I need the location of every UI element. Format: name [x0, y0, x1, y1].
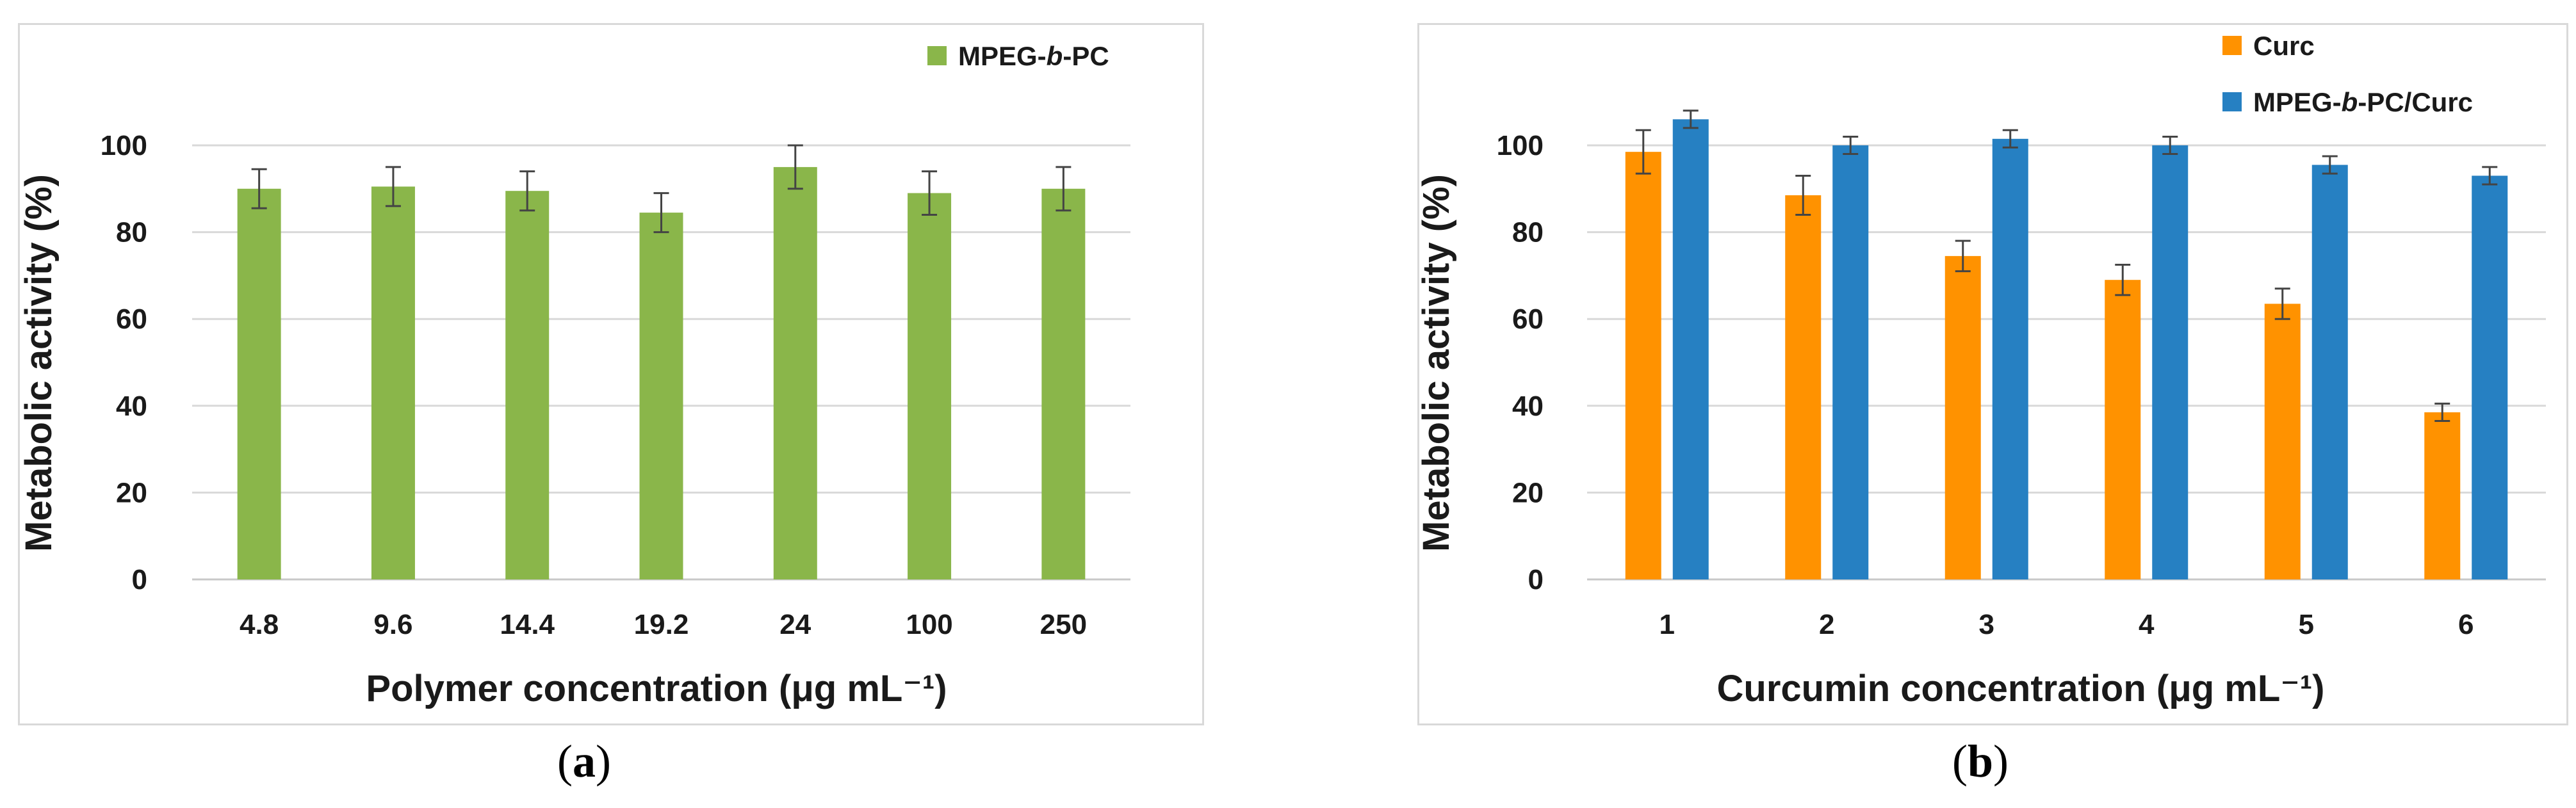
y-tick-label: 0: [132, 564, 147, 595]
y-tick-label: 0: [1528, 564, 1544, 595]
bar-curc: [1785, 195, 1822, 580]
bar-mpeg-b-pc-curc: [2472, 175, 2508, 580]
bar-mpeg-b-pc: [773, 166, 817, 579]
bar-mpeg-b-pc-curc: [2152, 145, 2189, 579]
x-tick-label: 24: [779, 609, 811, 640]
bar-mpeg-b-pc: [1041, 188, 1086, 579]
bar-mpeg-b-pc-curc: [1672, 119, 1709, 579]
y-tick-label: 60: [116, 303, 147, 335]
bar-curc: [1944, 255, 1981, 579]
x-tick-label: 1: [1659, 609, 1675, 640]
bar-curc: [2424, 412, 2461, 579]
x-tick-label: 250: [1040, 609, 1087, 640]
x-axis-title: Polymer concentration (μg mL⁻¹): [366, 668, 947, 709]
legend-label: MPEG-b-PC: [958, 41, 1109, 71]
x-tick-label: 6: [2458, 609, 2474, 640]
bar-mpeg-b-pc-curc: [2311, 165, 2348, 579]
bar-mpeg-b-pc-curc: [1992, 138, 2028, 579]
x-tick-label: 5: [2299, 609, 2314, 640]
bar-curc: [2264, 303, 2301, 579]
bar-curc: [2105, 280, 2141, 579]
y-tick-label: 100: [101, 130, 147, 161]
y-tick-label: 20: [1512, 477, 1544, 508]
y-tick-label: 100: [1497, 130, 1544, 161]
bar-mpeg-b-pc: [237, 188, 281, 579]
y-tick-label: 20: [116, 477, 147, 508]
y-axis-title: Metabolic activity (%): [1415, 174, 1457, 552]
x-tick-label: 9.6: [373, 609, 412, 640]
y-tick-label: 40: [116, 391, 147, 422]
bar-mpeg-b-pc-curc: [1832, 145, 1869, 579]
panel-label-b: (b): [1952, 736, 2009, 787]
legend-swatch: [2222, 36, 2242, 55]
bar-curc: [1625, 152, 1661, 580]
y-tick-label: 80: [1512, 217, 1544, 248]
legend-swatch: [2222, 92, 2242, 111]
y-tick-label: 60: [1512, 303, 1544, 335]
y-tick-label: 40: [1512, 391, 1544, 422]
x-tick-label: 4.8: [240, 609, 279, 640]
chart-panel-a: [18, 23, 1204, 725]
y-tick-label: 80: [116, 217, 147, 248]
y-axis-title: Metabolic activity (%): [18, 174, 60, 552]
panel-label-a: (a): [557, 736, 611, 787]
x-tick-label: 19.2: [634, 609, 689, 640]
bar-mpeg-b-pc: [505, 191, 550, 579]
bar-mpeg-b-pc: [908, 193, 952, 580]
legend-label: Curc: [2253, 31, 2315, 61]
legend-swatch: [927, 46, 947, 65]
chart-a: 0 20 40 60 80 100 4.8 9.6 14.4 19.2 24 100 250 Metabo…: [18, 41, 1130, 709]
x-tick-label: 2: [1819, 609, 1834, 640]
x-tick-label: 4: [2139, 609, 2155, 640]
bar-mpeg-b-pc: [639, 213, 683, 580]
bar-mpeg-b-pc: [371, 186, 415, 579]
x-tick-label: 14.4: [500, 609, 555, 640]
chart-b: 0 20 40 60 80 100 1 2 3 4 5 6 Metabolic activity (%)…: [1415, 31, 2546, 709]
x-tick-label: 100: [906, 609, 952, 640]
legend-label: MPEG-b-PC/Curc: [2253, 87, 2473, 117]
x-axis-title: Curcumin concentration (μg mL⁻¹): [1717, 668, 2325, 709]
x-tick-label: 3: [1979, 609, 1994, 640]
